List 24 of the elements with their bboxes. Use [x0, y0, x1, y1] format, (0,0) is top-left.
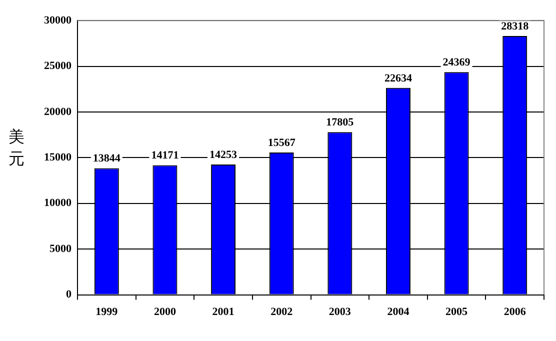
y-tick-label: 20000 — [44, 106, 72, 118]
y-tick-label: 30000 — [44, 14, 72, 26]
data-label: 17805 — [326, 116, 354, 128]
x-tick-label: 2005 — [446, 306, 468, 318]
data-label: 22634 — [384, 72, 412, 84]
data-label: 13844 — [92, 152, 121, 165]
y-tick-label: 25000 — [44, 60, 72, 72]
y-tick-label: 15000 — [44, 152, 72, 164]
x-tick-label: 2003 — [328, 306, 352, 318]
y-axis-title: 美元 — [8, 126, 25, 170]
y-tick-label: 5000 — [50, 242, 72, 255]
x-tick-label: 2006 — [504, 306, 526, 318]
data-label: 14253 — [210, 148, 238, 161]
data-label: 14171 — [151, 150, 179, 162]
x-tick-label: 2002 — [270, 306, 294, 318]
y-tick-label: 10000 — [44, 197, 72, 210]
x-tick-label: 1999 — [96, 306, 118, 318]
data-label: 28318 — [501, 20, 530, 32]
data-label: 24369 — [442, 56, 471, 68]
x-tick-label: 2001 — [212, 306, 234, 318]
y-tick-label: 0 — [66, 288, 72, 301]
x-tick-label: 2004 — [387, 306, 410, 318]
data-label: 15567 — [268, 136, 296, 149]
x-tick-label: 2000 — [154, 306, 176, 318]
